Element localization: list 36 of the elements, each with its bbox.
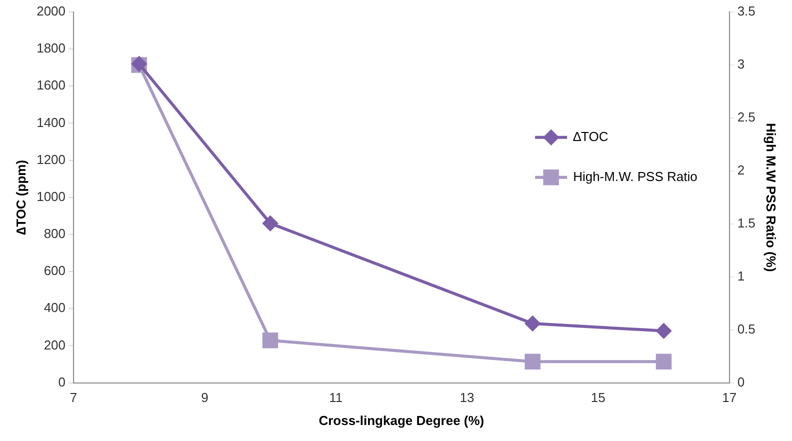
point (656, 354, 672, 370)
legend-label: High-M.W. PSS Ratio (573, 168, 698, 184)
y2-tick-label: 1.5 (737, 215, 756, 230)
y-tick-label: 1600 (36, 78, 66, 93)
x-axis-title: Cross-lingkage Degree (%) (318, 412, 484, 428)
y2-tick-label: 3 (737, 56, 745, 72)
y-tick-label: 600 (44, 263, 66, 278)
x-tick-label: 15 (590, 390, 606, 406)
x-tick-label: 17 (722, 390, 737, 406)
x-tick-label: 13 (460, 390, 474, 406)
point (525, 316, 540, 331)
y-tick-label: 200 (44, 337, 66, 352)
x-tick-label: 7 (70, 390, 78, 406)
point (524, 354, 540, 370)
y-tick-label: 1200 (36, 152, 66, 167)
point (262, 332, 278, 348)
y-tick-label: 1000 (36, 188, 66, 204)
y-tick-label: 1800 (36, 40, 66, 56)
y2-tick-label: 0.5 (737, 321, 756, 336)
y-axis-title: ∆TOC (ppm) (13, 160, 28, 235)
point (262, 216, 278, 231)
y-tick-label: 2000 (36, 4, 66, 19)
y2-axis-title: High M.W PSS Ratio (%) (764, 123, 779, 272)
y2-tick-label: 1 (737, 268, 745, 284)
x-tick-label: 9 (201, 390, 208, 406)
point (656, 323, 672, 338)
y2-tick-label: 0 (737, 374, 745, 390)
legend-label: ∆TOC (573, 128, 608, 144)
y2-tick-label: 3.5 (737, 4, 756, 19)
y-tick-label: 800 (44, 226, 66, 242)
y2-tick-label: 2 (737, 162, 745, 178)
y2-tick-label: 2.5 (737, 110, 756, 125)
y-tick-label: 400 (44, 300, 66, 316)
y-tick-label: 1400 (36, 114, 66, 130)
x-tick-label: 11 (329, 390, 343, 406)
y-tick-label: 0 (58, 374, 66, 390)
